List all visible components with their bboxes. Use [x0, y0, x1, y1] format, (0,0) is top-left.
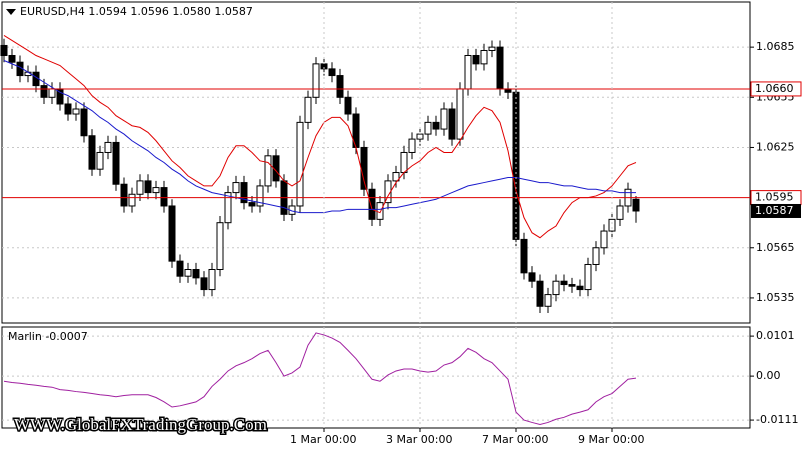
candle-body [256, 185, 264, 207]
candle-body [200, 277, 208, 291]
candle-body [152, 187, 160, 194]
panel-title: Marlin -0.0007 [8, 330, 88, 343]
candle-body [576, 285, 584, 291]
candle-body [416, 133, 424, 140]
candle-body [312, 63, 320, 98]
candle-body [304, 96, 312, 123]
candle-body [376, 202, 384, 220]
candle-body [400, 151, 408, 174]
candle-body [488, 46, 496, 51]
candle-body [448, 108, 456, 140]
candle-body [96, 151, 104, 170]
y-tick-label: 0.00 [756, 369, 781, 382]
indicator-line [3, 332, 637, 425]
y-tick-label: 1.0565 [756, 241, 795, 254]
y-tick-label: 0.0101 [756, 329, 795, 342]
candle-body [144, 180, 152, 194]
menu-triangle [6, 9, 16, 15]
y-tick-label: -0.0111 [756, 413, 798, 426]
candle-body [136, 180, 144, 195]
candle-body [176, 260, 184, 277]
candle-body [264, 155, 272, 187]
candle-body [392, 172, 400, 182]
moving-average [3, 60, 636, 214]
candle-body [480, 49, 488, 65]
candle-body [632, 198, 640, 212]
candle-body [600, 230, 608, 249]
candle-body [560, 280, 568, 286]
candle-body [80, 108, 88, 137]
candle-body [520, 238, 528, 274]
candle-body [160, 187, 168, 207]
candle-body [552, 280, 560, 296]
candle-body [40, 85, 48, 98]
candle-body [568, 284, 576, 287]
candle-body [296, 121, 304, 207]
candle-body [432, 121, 440, 130]
x-tick-label: 9 Mar 00:00 [578, 433, 644, 446]
candle-body [440, 108, 448, 130]
candle-body [216, 222, 224, 270]
candle-body [456, 88, 464, 140]
candle-body [112, 141, 120, 185]
candle-body [224, 192, 232, 224]
candle-body [496, 46, 504, 90]
candle-body [536, 280, 544, 307]
candle-body [544, 294, 552, 307]
candle-body [408, 138, 416, 153]
x-tick-label: 7 Mar 00:00 [482, 433, 548, 446]
candle-body [64, 103, 72, 115]
candle-body [584, 263, 592, 291]
candle-body [88, 135, 96, 170]
candle-body [104, 141, 112, 153]
candle-body [360, 146, 368, 190]
candle-body [608, 218, 616, 232]
candle-body [184, 269, 192, 277]
indicator-panel [1, 326, 751, 429]
candle-body [0, 44, 8, 56]
candle-body [48, 88, 56, 98]
watermark: WWW.GlobalFXTradingGroup.Com [14, 415, 267, 434]
candle-body [8, 55, 16, 63]
candle-body [128, 193, 136, 207]
y-tick-label: 1.0685 [756, 40, 795, 53]
candle-body [424, 121, 432, 135]
candle-body [368, 188, 376, 220]
candle-body [504, 88, 512, 93]
candle-body [616, 205, 624, 220]
candle-body [208, 269, 216, 291]
candle-body [464, 55, 472, 90]
candle-body [328, 68, 336, 77]
main-panel [1, 1, 751, 324]
candle-body [168, 205, 176, 262]
candle-body [528, 272, 536, 282]
price-label-box [751, 203, 801, 218]
panel-title: EURUSD,H4 1.0594 1.0596 1.0580 1.0587 [20, 5, 253, 18]
candle-body [240, 182, 248, 204]
moving-average [3, 35, 637, 239]
candle-body [472, 55, 480, 65]
level-label-box [750, 81, 802, 97]
price-label: 1.0587 [755, 204, 794, 217]
level-label: 1.0595 [755, 191, 794, 204]
candle-body [72, 108, 80, 115]
candle-body [344, 96, 352, 115]
level-label: 1.0660 [755, 82, 794, 95]
candle-body [120, 183, 128, 207]
y-tick-label: 1.0625 [756, 140, 795, 153]
candle-body [232, 182, 240, 194]
candle-body [192, 269, 200, 279]
candle-body [248, 202, 256, 207]
x-tick-label: 3 Mar 00:00 [386, 433, 452, 446]
candle-body [592, 247, 600, 265]
y-tick-label: 1.0535 [756, 291, 795, 304]
x-tick-label: 1 Mar 00:00 [290, 433, 356, 446]
candle-body [336, 75, 344, 98]
